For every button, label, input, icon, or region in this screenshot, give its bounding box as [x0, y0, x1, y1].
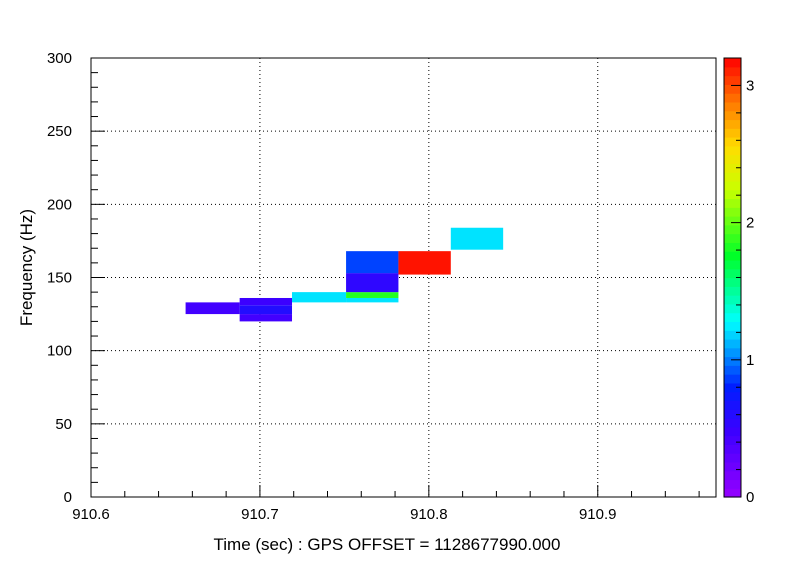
- heatmap-tile-0: [185, 302, 240, 315]
- x-tick-label: 910.6: [72, 506, 110, 523]
- colorbar-swatch: [724, 286, 741, 296]
- colorbar-swatch: [724, 224, 741, 235]
- colorbar-swatch: [724, 119, 741, 129]
- colorbar-swatch: [724, 93, 741, 103]
- colorbar-swatch: [724, 101, 741, 112]
- colorbar-swatch: [724, 189, 741, 200]
- colorbar: 0 1 2 3: [723, 57, 754, 506]
- y-axis: 0 50 100 150 200 250 300: [47, 50, 105, 506]
- colorbar-swatch: [724, 66, 741, 77]
- colorbar-swatch: [724, 453, 741, 463]
- heatmap-tile-1: [239, 314, 293, 322]
- colorbar-swatch: [724, 84, 741, 94]
- colorbar-swatch: [724, 365, 741, 375]
- heatmap-tile-2: [239, 305, 293, 315]
- heatmap-tile-7: [346, 273, 399, 293]
- colorbar-swatch: [724, 242, 741, 252]
- y-tick-label: 50: [55, 416, 72, 433]
- y-tick-label: 300: [47, 50, 72, 67]
- colorbar-swatch: [724, 154, 741, 164]
- colorbar-swatch: [724, 207, 741, 217]
- colorbar-swatch: [724, 470, 741, 481]
- heatmap-tile-5: [346, 297, 399, 303]
- colorbar-swatch: [724, 479, 741, 489]
- x-tick-label: 910.8: [410, 506, 448, 523]
- colorbar-swatch: [724, 461, 741, 472]
- colorbar-swatch: [724, 338, 741, 349]
- y-axis-title: Frequency (Hz): [17, 209, 36, 326]
- colorbar-swatch: [724, 251, 741, 261]
- y-tick-label: 150: [47, 270, 72, 287]
- heatmap-tile-10: [450, 227, 504, 250]
- x-tick-label: 910.9: [579, 506, 617, 523]
- colorbar-swatch: [724, 347, 741, 358]
- colorbar-tick-label: 3: [746, 77, 754, 94]
- colorbar-swatch: [724, 198, 741, 208]
- colorbar-swatch: [724, 163, 741, 173]
- colorbar-swatch: [724, 374, 741, 384]
- colorbar-swatch: [724, 58, 741, 68]
- colorbar-swatch: [724, 145, 741, 156]
- colorbar-swatch: [724, 172, 741, 182]
- heatmap-tile-6: [346, 292, 399, 298]
- grid-layer: [90, 57, 716, 498]
- y-tick-label: 100: [47, 343, 72, 360]
- colorbar-swatch: [724, 180, 741, 191]
- colorbar-swatch: [724, 426, 741, 437]
- colorbar-swatch: [724, 400, 741, 410]
- colorbar-tick-label: 2: [746, 215, 754, 232]
- x-axis-title: Time (sec) : GPS OFFSET = 1128677990.000: [214, 535, 561, 554]
- colorbar-swatch: [724, 110, 741, 121]
- colorbar-swatch: [724, 295, 741, 305]
- colorbar-swatch: [724, 391, 741, 402]
- heatmap-tile-9: [398, 251, 451, 275]
- colorbar-tick-label: 1: [746, 352, 754, 369]
- heatmap-tile-3: [239, 297, 293, 306]
- colorbar-swatch: [724, 277, 741, 287]
- colorbar-swatch: [724, 128, 741, 138]
- heatmap-tile-8: [346, 251, 399, 274]
- y-tick-label: 0: [64, 489, 72, 506]
- x-tick-label: 910.7: [241, 506, 279, 523]
- colorbar-swatch: [724, 137, 741, 147]
- colorbar-swatch: [724, 312, 741, 322]
- colorbar-swatch: [724, 75, 741, 85]
- x-axis: 910.6 910.7 910.8 910.9: [72, 485, 700, 523]
- heatmap-tile-4: [292, 292, 347, 303]
- y-tick-label: 200: [47, 196, 72, 213]
- y-tick-label: 250: [47, 123, 72, 140]
- colorbar-swatch: [724, 303, 741, 314]
- tiles-layer: [185, 227, 504, 322]
- colorbar-swatch: [724, 435, 741, 445]
- colorbar-swatch: [724, 330, 741, 340]
- colorbar-swatch: [724, 356, 741, 366]
- colorbar-swatch: [724, 216, 741, 226]
- colorbar-swatch: [724, 444, 741, 454]
- colorbar-swatch: [724, 259, 741, 270]
- colorbar-swatch: [724, 233, 741, 243]
- colorbar-swatch: [724, 321, 741, 331]
- colorbar-swatch: [724, 268, 741, 279]
- colorbar-swatch: [724, 417, 741, 428]
- colorbar-swatch: [724, 488, 741, 498]
- colorbar-swatch: [724, 382, 741, 393]
- colorbar-tick-label: 0: [746, 489, 754, 506]
- colorbar-swatch: [724, 409, 741, 419]
